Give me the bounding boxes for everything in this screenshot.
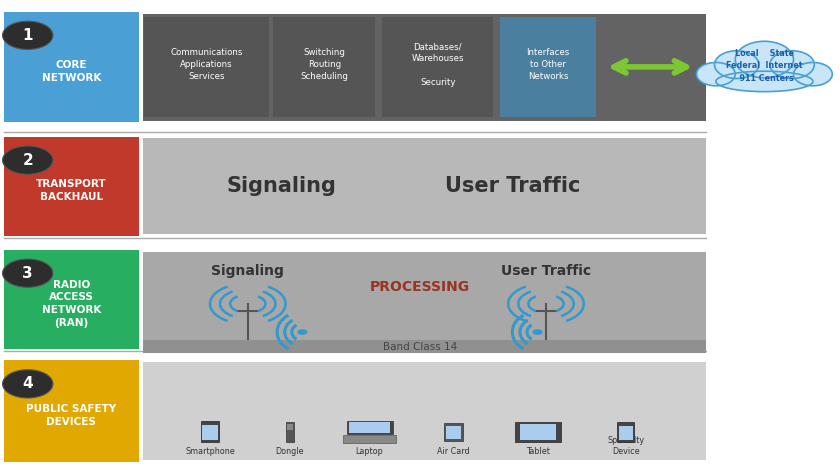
- Circle shape: [297, 329, 307, 335]
- Text: Laptop: Laptop: [355, 447, 384, 456]
- Ellipse shape: [696, 63, 735, 86]
- Bar: [4, 250, 139, 349]
- Ellipse shape: [770, 51, 814, 79]
- Text: User Traffic: User Traffic: [444, 176, 580, 196]
- Text: TRANSPORT
BACKHAUL: TRANSPORT BACKHAUL: [36, 179, 107, 202]
- Text: 4: 4: [23, 376, 33, 391]
- Text: Switching
Routing
Scheduling: Switching Routing Scheduling: [301, 49, 348, 81]
- Text: Air Card: Air Card: [438, 447, 470, 456]
- Bar: [143, 138, 706, 234]
- Bar: [520, 424, 556, 440]
- Ellipse shape: [794, 63, 832, 86]
- Bar: [382, 17, 493, 117]
- Text: Databases/
Warehouses

Security: Databases/ Warehouses Security: [412, 42, 464, 87]
- Bar: [273, 17, 375, 117]
- Bar: [143, 14, 706, 121]
- Bar: [143, 362, 706, 460]
- Text: PROCESSING: PROCESSING: [370, 280, 470, 294]
- Text: Band Class 14: Band Class 14: [383, 341, 457, 352]
- Bar: [201, 421, 219, 442]
- Ellipse shape: [735, 41, 794, 78]
- Bar: [617, 422, 634, 442]
- Bar: [286, 424, 292, 430]
- Circle shape: [3, 259, 53, 287]
- Text: Local    State
Federal  Internet
  911 Centers: Local State Federal Internet 911 Centers: [726, 49, 803, 83]
- Circle shape: [3, 146, 53, 174]
- Bar: [446, 426, 461, 439]
- Bar: [144, 17, 269, 117]
- Circle shape: [3, 370, 53, 398]
- Text: PUBLIC SAFETY
DEVICES: PUBLIC SAFETY DEVICES: [26, 404, 117, 427]
- Bar: [349, 422, 390, 433]
- Text: Tablet: Tablet: [526, 447, 549, 456]
- Bar: [4, 12, 139, 122]
- Bar: [143, 340, 706, 353]
- Text: Specialty
Device: Specialty Device: [607, 436, 644, 456]
- Text: CORE
NETWORK: CORE NETWORK: [42, 60, 101, 83]
- Text: 1: 1: [23, 28, 33, 43]
- Text: Smartphone: Smartphone: [185, 447, 235, 456]
- Bar: [500, 17, 596, 117]
- Bar: [347, 421, 393, 434]
- Bar: [143, 252, 706, 347]
- Ellipse shape: [716, 71, 813, 92]
- Text: Dongle: Dongle: [276, 447, 304, 456]
- Text: RADIO
ACCESS
NETWORK
(RAN): RADIO ACCESS NETWORK (RAN): [42, 280, 101, 328]
- Bar: [286, 422, 294, 442]
- Text: 2: 2: [23, 153, 33, 168]
- Ellipse shape: [715, 51, 759, 79]
- Text: User Traffic: User Traffic: [501, 264, 591, 278]
- Bar: [444, 423, 463, 441]
- Circle shape: [533, 329, 543, 335]
- Bar: [619, 426, 633, 440]
- Bar: [4, 137, 139, 236]
- Text: Communications
Applications
Services: Communications Applications Services: [171, 49, 243, 81]
- Bar: [4, 360, 139, 462]
- Text: Signaling: Signaling: [227, 176, 336, 196]
- Text: 3: 3: [23, 266, 33, 281]
- Text: Signaling: Signaling: [212, 264, 284, 278]
- Bar: [202, 425, 218, 440]
- Bar: [514, 422, 561, 442]
- Circle shape: [3, 21, 53, 49]
- Bar: [344, 435, 396, 443]
- Text: Interfaces
to Other
Networks: Interfaces to Other Networks: [527, 49, 570, 81]
